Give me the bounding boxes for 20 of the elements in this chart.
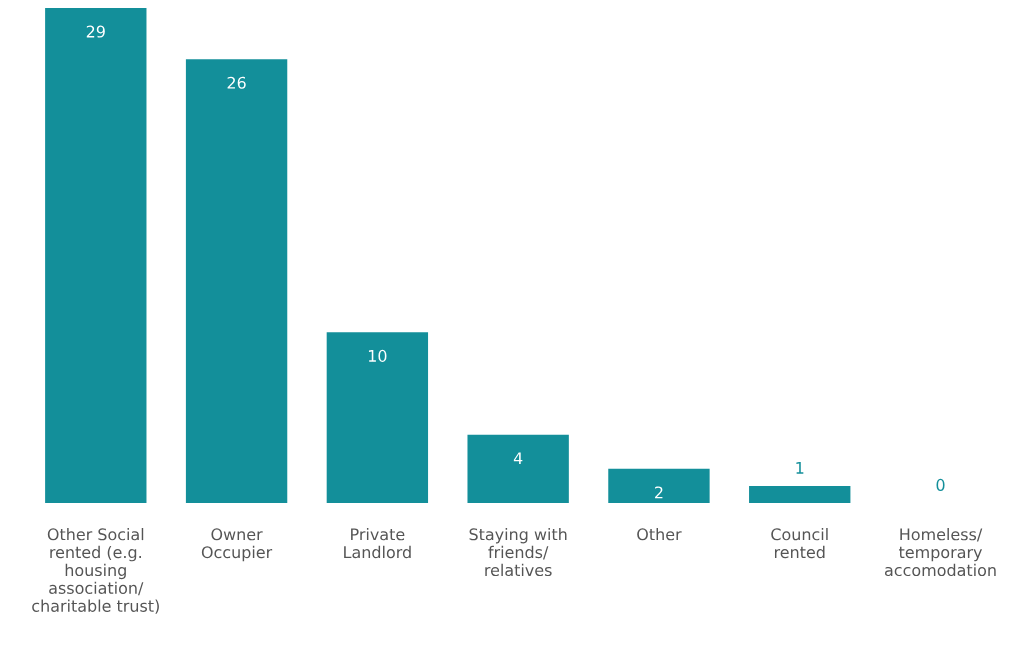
data-label: 0 (936, 478, 945, 491)
x-tick-label: Staying with friends/ relatives (469, 527, 567, 577)
data-label: 26 (227, 76, 246, 89)
data-label: 29 (86, 25, 105, 38)
x-tick-label: Other (637, 527, 682, 541)
data-label: 10 (368, 349, 387, 362)
x-tick-label: Other Social rented (e.g. housing association/ charitable trust) (32, 527, 159, 614)
x-tick-label: Homeless/ temporary accomodation (884, 527, 996, 577)
data-label: 1 (796, 462, 804, 474)
bar (326, 332, 429, 503)
data-label: 4 (513, 452, 523, 465)
x-tick-label: Owner Occupier (201, 528, 273, 562)
bar (608, 468, 710, 503)
bar (45, 7, 147, 503)
bar (185, 59, 288, 503)
bar (467, 434, 569, 503)
x-tick-label: Private Landlord (344, 527, 411, 559)
data-label: 2 (655, 486, 663, 499)
bar (749, 485, 851, 503)
x-tick-label: Council rented (771, 527, 828, 559)
